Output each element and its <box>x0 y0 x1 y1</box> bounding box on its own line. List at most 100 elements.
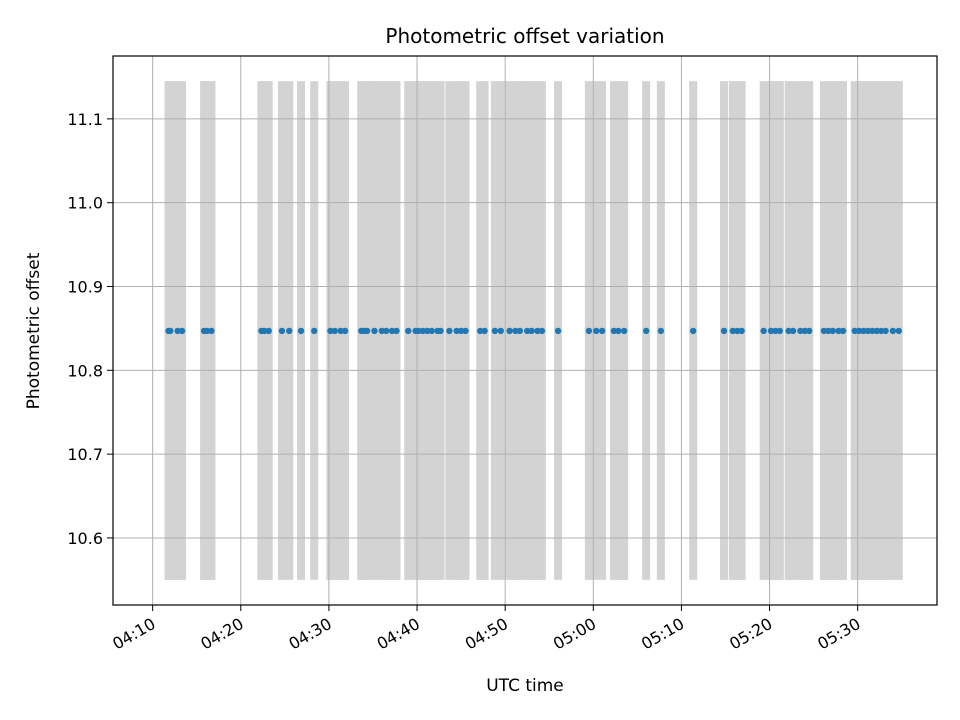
data-point <box>720 327 728 335</box>
data-point <box>331 327 338 335</box>
data-point <box>428 327 435 335</box>
data-point <box>801 327 809 335</box>
data-point <box>457 327 465 335</box>
data-point <box>477 327 484 335</box>
data-point <box>311 327 318 335</box>
data-point <box>889 327 897 335</box>
data-point <box>869 327 876 335</box>
data-point <box>371 327 378 335</box>
data-point <box>554 327 562 335</box>
data-point <box>642 327 650 335</box>
y-tick-label: 10.8 <box>67 361 103 380</box>
data-point <box>419 327 427 335</box>
data-point <box>873 327 880 335</box>
data-point <box>729 327 737 335</box>
data-point <box>203 327 211 335</box>
data-point <box>895 327 903 335</box>
data-point <box>767 327 775 335</box>
data-point <box>405 327 412 335</box>
x-tick-label: 04:30 <box>285 614 334 654</box>
data-point <box>760 327 767 335</box>
y-tick-label: 10.7 <box>67 445 103 464</box>
data-point <box>864 327 872 335</box>
data-point <box>524 327 531 335</box>
x-tick-label: 05:00 <box>550 614 599 654</box>
data-point <box>657 327 665 335</box>
data-point <box>829 327 836 335</box>
data-point <box>516 327 524 335</box>
data-point <box>437 327 444 335</box>
x-axis: 04:10 04:20 04:30 04:40 04:50 05:00 05:10 05:20… <box>109 605 864 654</box>
data-point <box>860 327 867 335</box>
data-point <box>598 327 606 335</box>
point-layer <box>165 327 903 335</box>
data-point <box>528 327 535 335</box>
data-point <box>453 327 460 335</box>
data-point <box>378 327 385 335</box>
data-point <box>506 327 513 335</box>
data-point <box>415 327 422 335</box>
data-point <box>689 327 697 335</box>
data-point <box>393 327 400 335</box>
data-point <box>278 327 286 335</box>
data-point <box>610 327 618 335</box>
data-point <box>286 327 293 335</box>
data-point <box>855 327 863 335</box>
data-point <box>167 327 174 335</box>
data-point <box>481 327 488 335</box>
data-point <box>424 327 431 335</box>
data-point <box>785 327 792 335</box>
x-tick-label: 04:10 <box>109 614 158 654</box>
x-axis-label: UTC time <box>486 676 564 696</box>
x-tick-label: 05:30 <box>814 614 863 654</box>
data-point <box>341 327 349 335</box>
data-point <box>825 327 832 335</box>
y-tick-label: 10.9 <box>67 277 103 296</box>
x-tick-label: 05:10 <box>638 614 687 654</box>
data-point <box>772 327 779 335</box>
data-point <box>882 327 889 335</box>
x-tick-label: 04:50 <box>462 614 511 654</box>
data-point <box>585 327 593 335</box>
y-tick-label: 10.6 <box>67 529 103 548</box>
data-point <box>797 327 804 335</box>
y-tick-label: 11.0 <box>67 194 103 213</box>
data-point <box>497 327 504 335</box>
data-point <box>382 327 390 335</box>
data-point <box>835 327 842 335</box>
data-point <box>734 327 741 335</box>
y-axis: 10.6 10.7 10.8 10.9 11.0 11.1 <box>67 110 113 548</box>
data-point <box>820 327 828 335</box>
data-point <box>337 327 344 335</box>
chart-title: Photometric offset variation <box>385 24 664 48</box>
data-point <box>512 327 519 335</box>
y-axis-label: Photometric offset <box>24 252 44 409</box>
data-point <box>178 327 186 335</box>
data-point <box>534 327 541 335</box>
data-point <box>738 327 745 335</box>
grid-layer <box>113 56 937 605</box>
data-point <box>839 327 847 335</box>
data-point <box>806 327 813 335</box>
data-point <box>776 327 784 335</box>
data-point <box>789 327 797 335</box>
y-tick-label: 11.1 <box>67 110 103 129</box>
data-point <box>538 327 546 335</box>
data-point <box>620 327 628 335</box>
data-point <box>446 327 453 335</box>
x-tick-label: 04:20 <box>197 614 246 654</box>
plot-frame <box>112 55 938 606</box>
data-point <box>851 327 858 335</box>
data-point <box>877 327 885 335</box>
data-point <box>615 327 622 335</box>
data-point <box>491 327 499 335</box>
x-tick-label: 04:40 <box>374 614 423 654</box>
data-point <box>208 327 215 335</box>
data-point <box>593 327 600 335</box>
data-point <box>174 327 181 335</box>
data-point <box>265 327 272 335</box>
data-point <box>327 327 334 335</box>
data-point <box>261 327 268 335</box>
data-point <box>462 327 469 335</box>
